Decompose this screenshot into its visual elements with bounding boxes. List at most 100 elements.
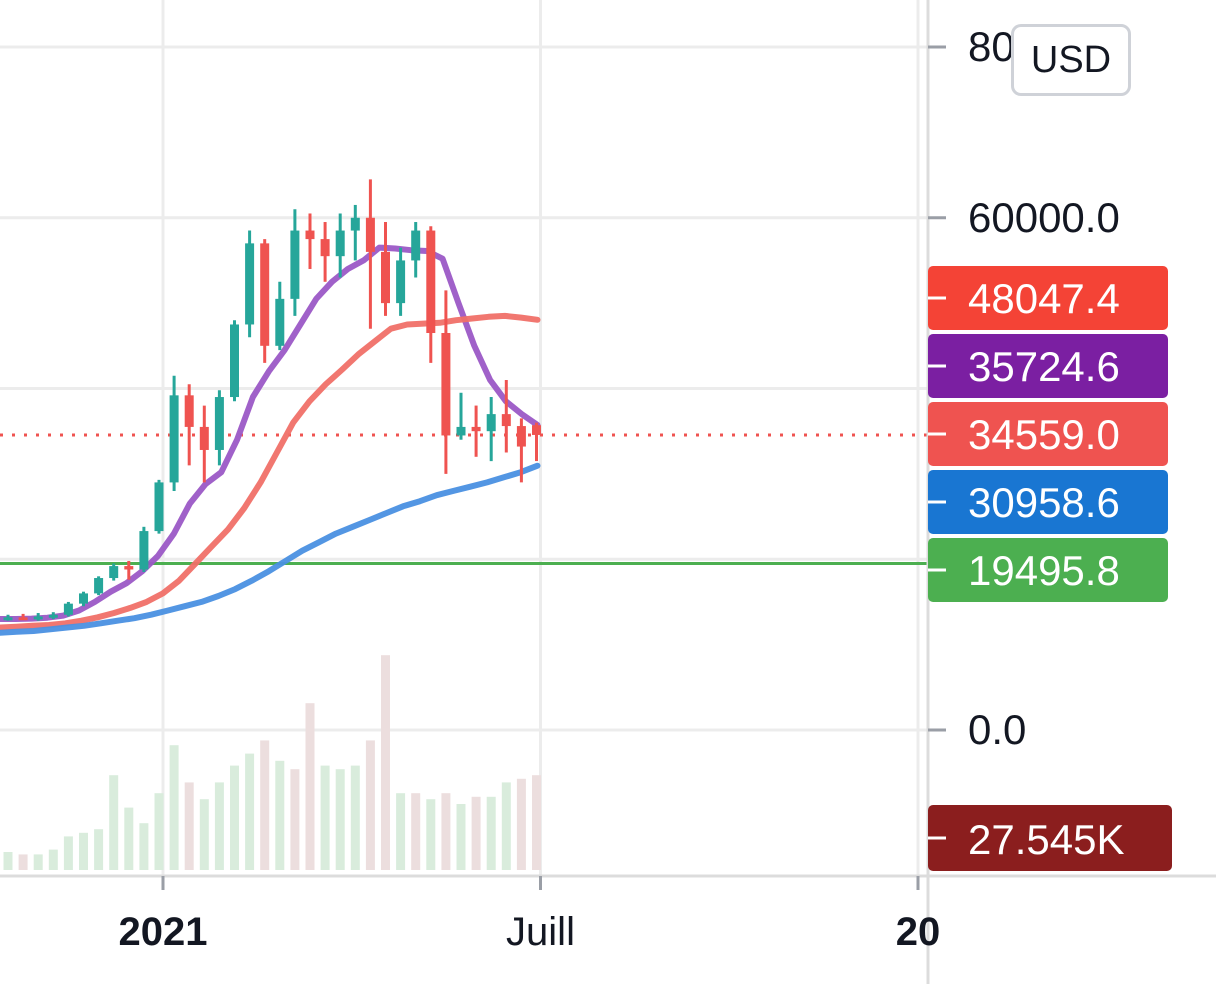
candle-body — [79, 593, 88, 604]
price-label-bg — [928, 402, 1168, 466]
candle-body — [275, 298, 285, 346]
candle-body — [94, 578, 104, 594]
candle — [124, 560, 134, 580]
price-tick-label: 0.0 — [968, 706, 1026, 753]
candle-body — [245, 243, 255, 325]
candle — [471, 405, 481, 457]
candle — [169, 375, 179, 491]
price-label-text: 35724.6 — [968, 343, 1120, 390]
candle — [63, 601, 73, 617]
candle-body — [396, 260, 406, 304]
price-label-bg — [928, 470, 1168, 534]
volume-bar — [516, 778, 526, 870]
volume-bar — [230, 765, 239, 870]
price-label-ma-purple: 35724.6 — [928, 334, 1168, 398]
volume-label: 27.545K — [928, 805, 1172, 871]
price-label-horizontal-line: 19495.8 — [928, 538, 1168, 602]
candle — [396, 247, 406, 316]
volume-bar — [275, 760, 285, 870]
candle-body — [3, 617, 13, 621]
candle-body — [426, 230, 436, 334]
price-label-text: 48047.4 — [968, 275, 1120, 322]
candle-body — [124, 566, 134, 570]
volume-bar — [532, 775, 541, 870]
candle-body — [18, 617, 28, 621]
price-lines — [0, 244, 928, 636]
volume-bar — [365, 740, 375, 870]
price-label-text: 19495.8 — [968, 547, 1120, 594]
candle — [154, 479, 164, 534]
price-scale-labels: 48047.4 35724.6 34559.0 30958.6 19495.8 27.54… — [928, 266, 1172, 871]
volume-bar — [350, 765, 360, 870]
candle — [260, 239, 270, 363]
volume-bar — [184, 782, 194, 870]
volume-bar — [305, 703, 315, 870]
price-tick-label: 60000.0 — [968, 194, 1120, 241]
price-label-text: 30958.6 — [968, 479, 1120, 526]
ma-purple-line — [0, 244, 541, 622]
volume-bar — [411, 793, 421, 870]
candle-body — [365, 217, 375, 252]
candle-body — [532, 425, 541, 435]
candle-body — [139, 531, 149, 570]
volume-bar — [456, 804, 466, 870]
candle-body — [441, 333, 451, 436]
candle — [94, 576, 104, 596]
candle — [516, 418, 526, 483]
volume-histogram — [3, 655, 541, 870]
volume-bar — [33, 854, 43, 870]
candle — [79, 591, 88, 607]
volume-bar — [94, 829, 104, 870]
volume-bar — [381, 655, 390, 870]
candle-body — [305, 230, 315, 240]
volume-label-text: 27.545K — [968, 816, 1124, 863]
volume-bar — [486, 796, 496, 870]
chart-grid — [0, 0, 928, 876]
candle — [350, 204, 360, 261]
candlesticks — [3, 179, 541, 621]
price-label-bg — [928, 266, 1168, 330]
volume-bar — [169, 745, 179, 870]
candle — [456, 392, 466, 440]
candle — [18, 613, 28, 621]
candle-body — [109, 566, 119, 579]
volume-bar — [245, 753, 255, 870]
candle — [320, 222, 330, 282]
volume-bar — [290, 769, 300, 870]
price-label-ma-red: 48047.4 — [928, 266, 1168, 330]
candle — [245, 230, 255, 338]
candle — [48, 612, 58, 620]
candle — [290, 209, 300, 316]
volume-bar — [63, 836, 73, 870]
volume-bar — [260, 740, 270, 870]
candle-body — [33, 616, 43, 620]
candle-body — [516, 426, 526, 447]
volume-bar — [335, 769, 345, 870]
volume-bar — [471, 796, 481, 870]
volume-bar — [79, 832, 88, 870]
candle-body — [381, 251, 390, 304]
volume-label-bg — [928, 805, 1172, 871]
candle — [335, 213, 345, 278]
candle — [411, 222, 421, 278]
candle-body — [411, 230, 421, 261]
volume-bar — [426, 799, 436, 870]
price-label-ma-blue: 30958.6 — [928, 470, 1168, 534]
candle — [230, 320, 239, 402]
candle-body — [471, 426, 481, 432]
volume-bar — [199, 799, 209, 870]
candle — [381, 222, 390, 316]
time-tick-label: Juill — [506, 910, 575, 954]
candle — [365, 179, 375, 329]
price-label-bg — [928, 334, 1168, 398]
volume-bar — [48, 849, 58, 870]
volume-bar — [3, 852, 13, 870]
time-tick-label: 20 — [896, 910, 941, 954]
currency-button[interactable]: USD — [1011, 24, 1131, 96]
candle-body — [48, 614, 58, 618]
volume-bar — [501, 782, 511, 870]
price-label-bg — [928, 538, 1168, 602]
volume-bar — [18, 854, 28, 870]
